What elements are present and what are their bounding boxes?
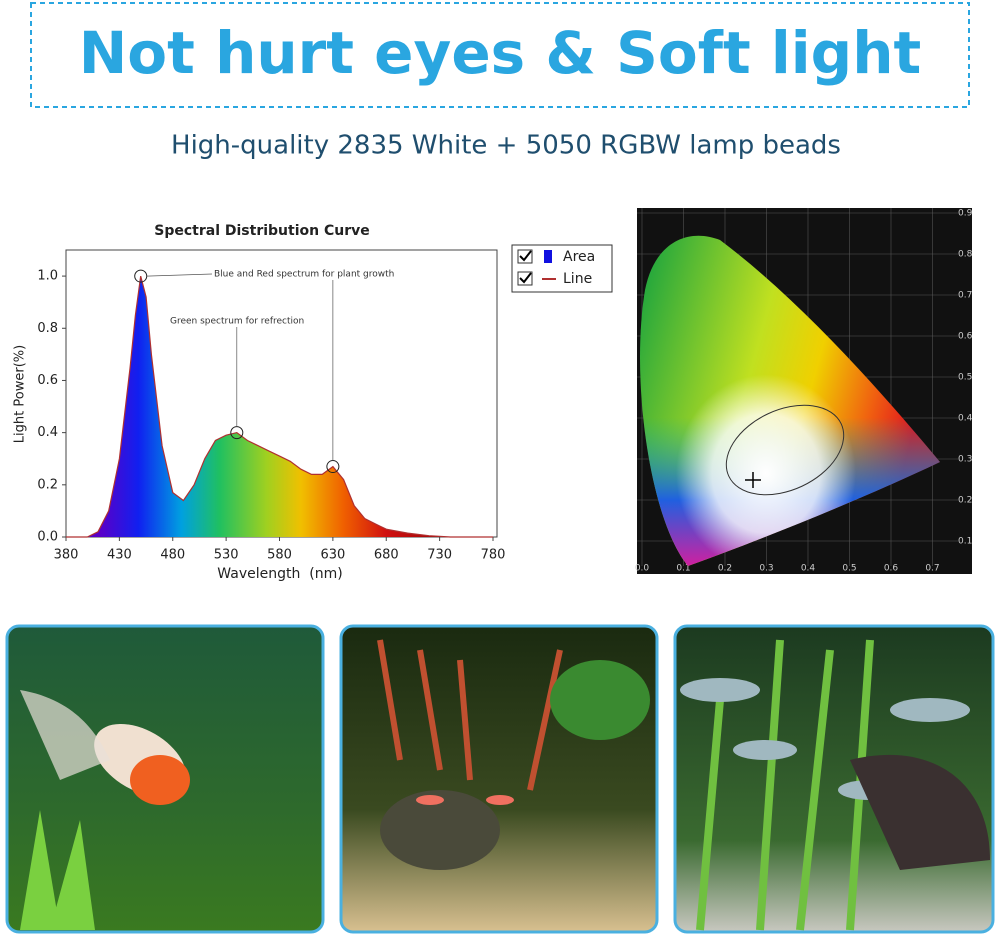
y-tick-label: 1.0: [37, 269, 58, 284]
spectrum-line: [66, 275, 493, 538]
cie-label: 0.2: [718, 564, 732, 574]
chart-title: Spectral Distribution Curve: [154, 223, 369, 239]
x-tick-label: 630: [320, 548, 345, 563]
cie-label: 0.4: [801, 564, 816, 574]
photo: [339, 624, 659, 934]
x-tick-label: 680: [374, 548, 399, 563]
y-axis-label: Light Power(%): [13, 345, 28, 443]
x-tick-label: 780: [481, 548, 506, 563]
legend-swatch: [544, 250, 552, 263]
x-tick-label: 580: [267, 548, 292, 563]
x-tick-label: 530: [214, 548, 239, 563]
cie-cross: [745, 472, 761, 488]
cie-ellipse: [725, 404, 845, 496]
cie-label: 0.6: [884, 564, 899, 574]
cie-label: 0.3: [759, 564, 773, 574]
legend-label: Line: [563, 271, 592, 287]
annotation-leader: [146, 273, 213, 277]
title: Not hurt eyes & Soft light: [79, 19, 921, 87]
cie-diagram: 0.9 0.8 0.7 0.6 0.5 0.4 0.3 0.2 0.1 0.0 0.1 0.2 0.3 0…: [635, 208, 973, 574]
cie-label: 0.5: [842, 564, 856, 574]
photo: [673, 624, 995, 934]
y-tick-label: 0.0: [37, 530, 58, 545]
y-tick-label: 0.4: [37, 425, 58, 440]
x-tick-label: 380: [54, 548, 79, 563]
cie-label: 0.9: [958, 209, 973, 219]
cie-gamut: [639, 235, 940, 566]
cie-label: 0.8: [958, 250, 973, 260]
cie-label: 0.1: [676, 564, 690, 574]
subtitle: High-quality 2835 White + 5050 RGBW lamp…: [171, 131, 841, 161]
cie-label: 0.7: [925, 564, 939, 574]
cie-label: 0.4: [958, 414, 973, 424]
x-tick-label: 480: [160, 548, 185, 563]
cie-label: 0.2: [958, 496, 972, 506]
y-tick-label: 0.6: [37, 373, 58, 388]
annotation: Blue and Red spectrum for plant growth: [214, 270, 394, 280]
photo: [5, 624, 325, 934]
cie-label: 0.5: [958, 373, 972, 383]
check: [519, 250, 532, 262]
cie-label: 0.1: [958, 537, 972, 547]
check: [519, 272, 532, 284]
x-axis-label: Wavelength (nm): [217, 566, 342, 582]
title-frame: [30, 2, 970, 108]
spectral-chart: Spectral Distribution Curve 0.0 0.2 0.4 0.6 0…: [13, 223, 506, 582]
cie-label: 0.7: [958, 291, 972, 301]
legend-label: Area: [563, 249, 595, 265]
cie-label: 0.0: [635, 564, 650, 574]
x-tick-label: 730: [427, 548, 452, 563]
y-tick-label: 0.2: [37, 477, 58, 492]
annotation: Green spectrum for refrection: [170, 317, 304, 327]
y-tick-label: 0.8: [37, 321, 58, 336]
cie-label: 0.6: [958, 332, 973, 342]
x-tick-label: 430: [107, 548, 132, 563]
cie-label: 0.3: [958, 455, 972, 465]
